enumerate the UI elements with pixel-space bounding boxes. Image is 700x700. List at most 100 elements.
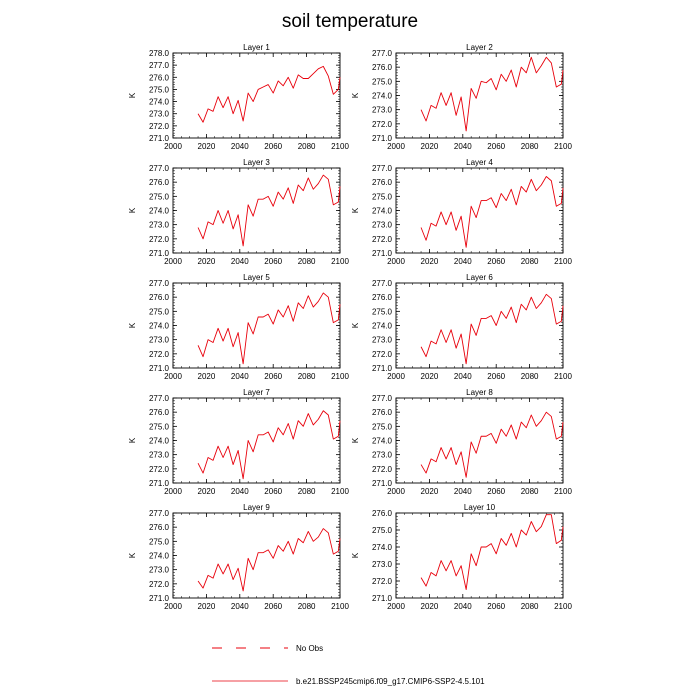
series-line [197,292,341,365]
y-tick-label: 276.0 [149,178,170,187]
y-tick-label: 271.0 [149,249,170,258]
x-tick-label: 2040 [454,602,472,611]
y-tick-label: 276.0 [149,408,170,417]
panel-8: Layer 8 K 271.0 272.0 273.0 274.0 275.0 276.0 27… [351,388,572,496]
x-tick-label: 2060 [264,142,282,151]
x-tick-label: 2020 [198,372,216,381]
y-tick-label: 273.0 [372,451,393,460]
x-tick-label: 2000 [164,372,182,381]
panel-frame [395,167,564,254]
y-tick-label: 277.0 [372,279,393,288]
y-tick-label: 274.0 [372,207,393,216]
y-tick-label: 272.0 [372,577,393,586]
y-tick-label: 274.0 [372,437,393,446]
y-tick-label: 273.0 [372,336,393,345]
series-line [420,56,564,132]
y-tick-label: 272.0 [372,235,393,244]
panel-title: Layer 8 [466,388,493,397]
y-tick-label: 276.0 [372,408,393,417]
y-tick-label: 276.0 [149,73,170,82]
y-tick-label: 277.0 [149,509,170,518]
x-tick-label: 2020 [421,487,439,496]
panel-frame [172,282,341,369]
panel-4: Layer 4 K 271.0 272.0 273.0 274.0 275.0 276.0 27… [351,158,572,266]
y-tick-label: 277.0 [372,49,393,58]
y-axis-label: K [351,207,360,213]
y-tick-label: 277.0 [149,394,170,403]
x-tick-label: 2100 [331,487,349,496]
x-tick-label: 2060 [487,257,505,266]
y-tick-label: 271.0 [372,479,393,488]
y-tick-label: 271.0 [149,594,170,603]
x-tick-label: 2000 [387,372,405,381]
y-tick-label: 274.0 [372,322,393,331]
x-tick-label: 2000 [387,257,405,266]
panel-title: Layer 6 [466,273,493,282]
x-tick-label: 2000 [164,142,182,151]
x-tick-label: 2020 [198,602,216,611]
x-tick-label: 2080 [298,487,316,496]
x-tick-label: 2020 [421,257,439,266]
x-tick-label: 2040 [454,487,472,496]
chart-title: soil temperature [282,11,418,32]
x-tick-label: 2100 [554,142,572,151]
panel-2: Layer 2 K 271.0 272.0 273.0 274.0 275.0 276.0 27… [351,43,572,151]
panel-title: Layer 3 [243,158,270,167]
y-tick-label: 273.0 [149,110,170,119]
y-tick-label: 277.0 [149,61,170,70]
y-tick-label: 273.0 [372,560,393,569]
y-tick-label: 274.0 [149,98,170,107]
y-tick-label: 271.0 [372,364,393,373]
series-line [420,293,564,365]
y-tick-label: 272.0 [149,580,170,589]
x-tick-label: 2060 [487,142,505,151]
series-line [197,410,341,480]
legend-label-no-obs: No Obs [296,644,323,653]
panel-title: Layer 10 [464,503,496,512]
y-tick-label: 271.0 [372,134,393,143]
y-tick-label: 275.0 [149,192,170,201]
panel-3: Layer 3 K 271.0 272.0 273.0 274.0 275.0 276.0 27… [128,158,349,266]
y-tick-label: 272.0 [372,350,393,359]
panel-title: Layer 2 [466,43,493,52]
x-tick-label: 2080 [521,257,539,266]
y-tick-label: 271.0 [372,249,393,258]
panel-title: Layer 4 [466,158,493,167]
y-tick-label: 273.0 [372,106,393,115]
x-tick-label: 2040 [454,257,472,266]
x-tick-label: 2040 [231,142,249,151]
x-tick-label: 2040 [454,372,472,381]
x-tick-label: 2060 [264,372,282,381]
x-tick-label: 2060 [487,487,505,496]
panel-title: Layer 1 [243,43,270,52]
panel-10: Layer 10 K 271.0 272.0 273.0 274.0 275.0 276.0 2… [351,503,572,611]
y-tick-label: 276.0 [149,293,170,302]
y-tick-label: 276.0 [372,178,393,187]
y-tick-label: 275.0 [149,85,170,94]
y-tick-label: 272.0 [372,120,393,129]
x-tick-label: 2100 [331,257,349,266]
x-tick-label: 2080 [298,602,316,611]
panel-frame [172,512,341,599]
y-tick-label: 275.0 [372,192,393,201]
y-axis-label: K [128,92,137,98]
x-tick-label: 2080 [521,142,539,151]
y-tick-label: 271.0 [149,134,170,143]
panel-title: Layer 7 [243,388,270,397]
series-line [420,176,564,248]
x-tick-label: 2000 [164,487,182,496]
x-tick-label: 2000 [164,257,182,266]
y-tick-label: 276.0 [372,509,393,518]
x-tick-label: 2020 [421,142,439,151]
x-tick-label: 2060 [264,487,282,496]
x-tick-label: 2080 [521,602,539,611]
x-tick-label: 2080 [521,487,539,496]
x-tick-label: 2080 [298,142,316,151]
y-tick-label: 277.0 [149,279,170,288]
panel-frame [395,52,564,139]
panel-frame [395,512,564,599]
y-tick-label: 275.0 [372,526,393,535]
y-tick-label: 275.0 [149,307,170,316]
